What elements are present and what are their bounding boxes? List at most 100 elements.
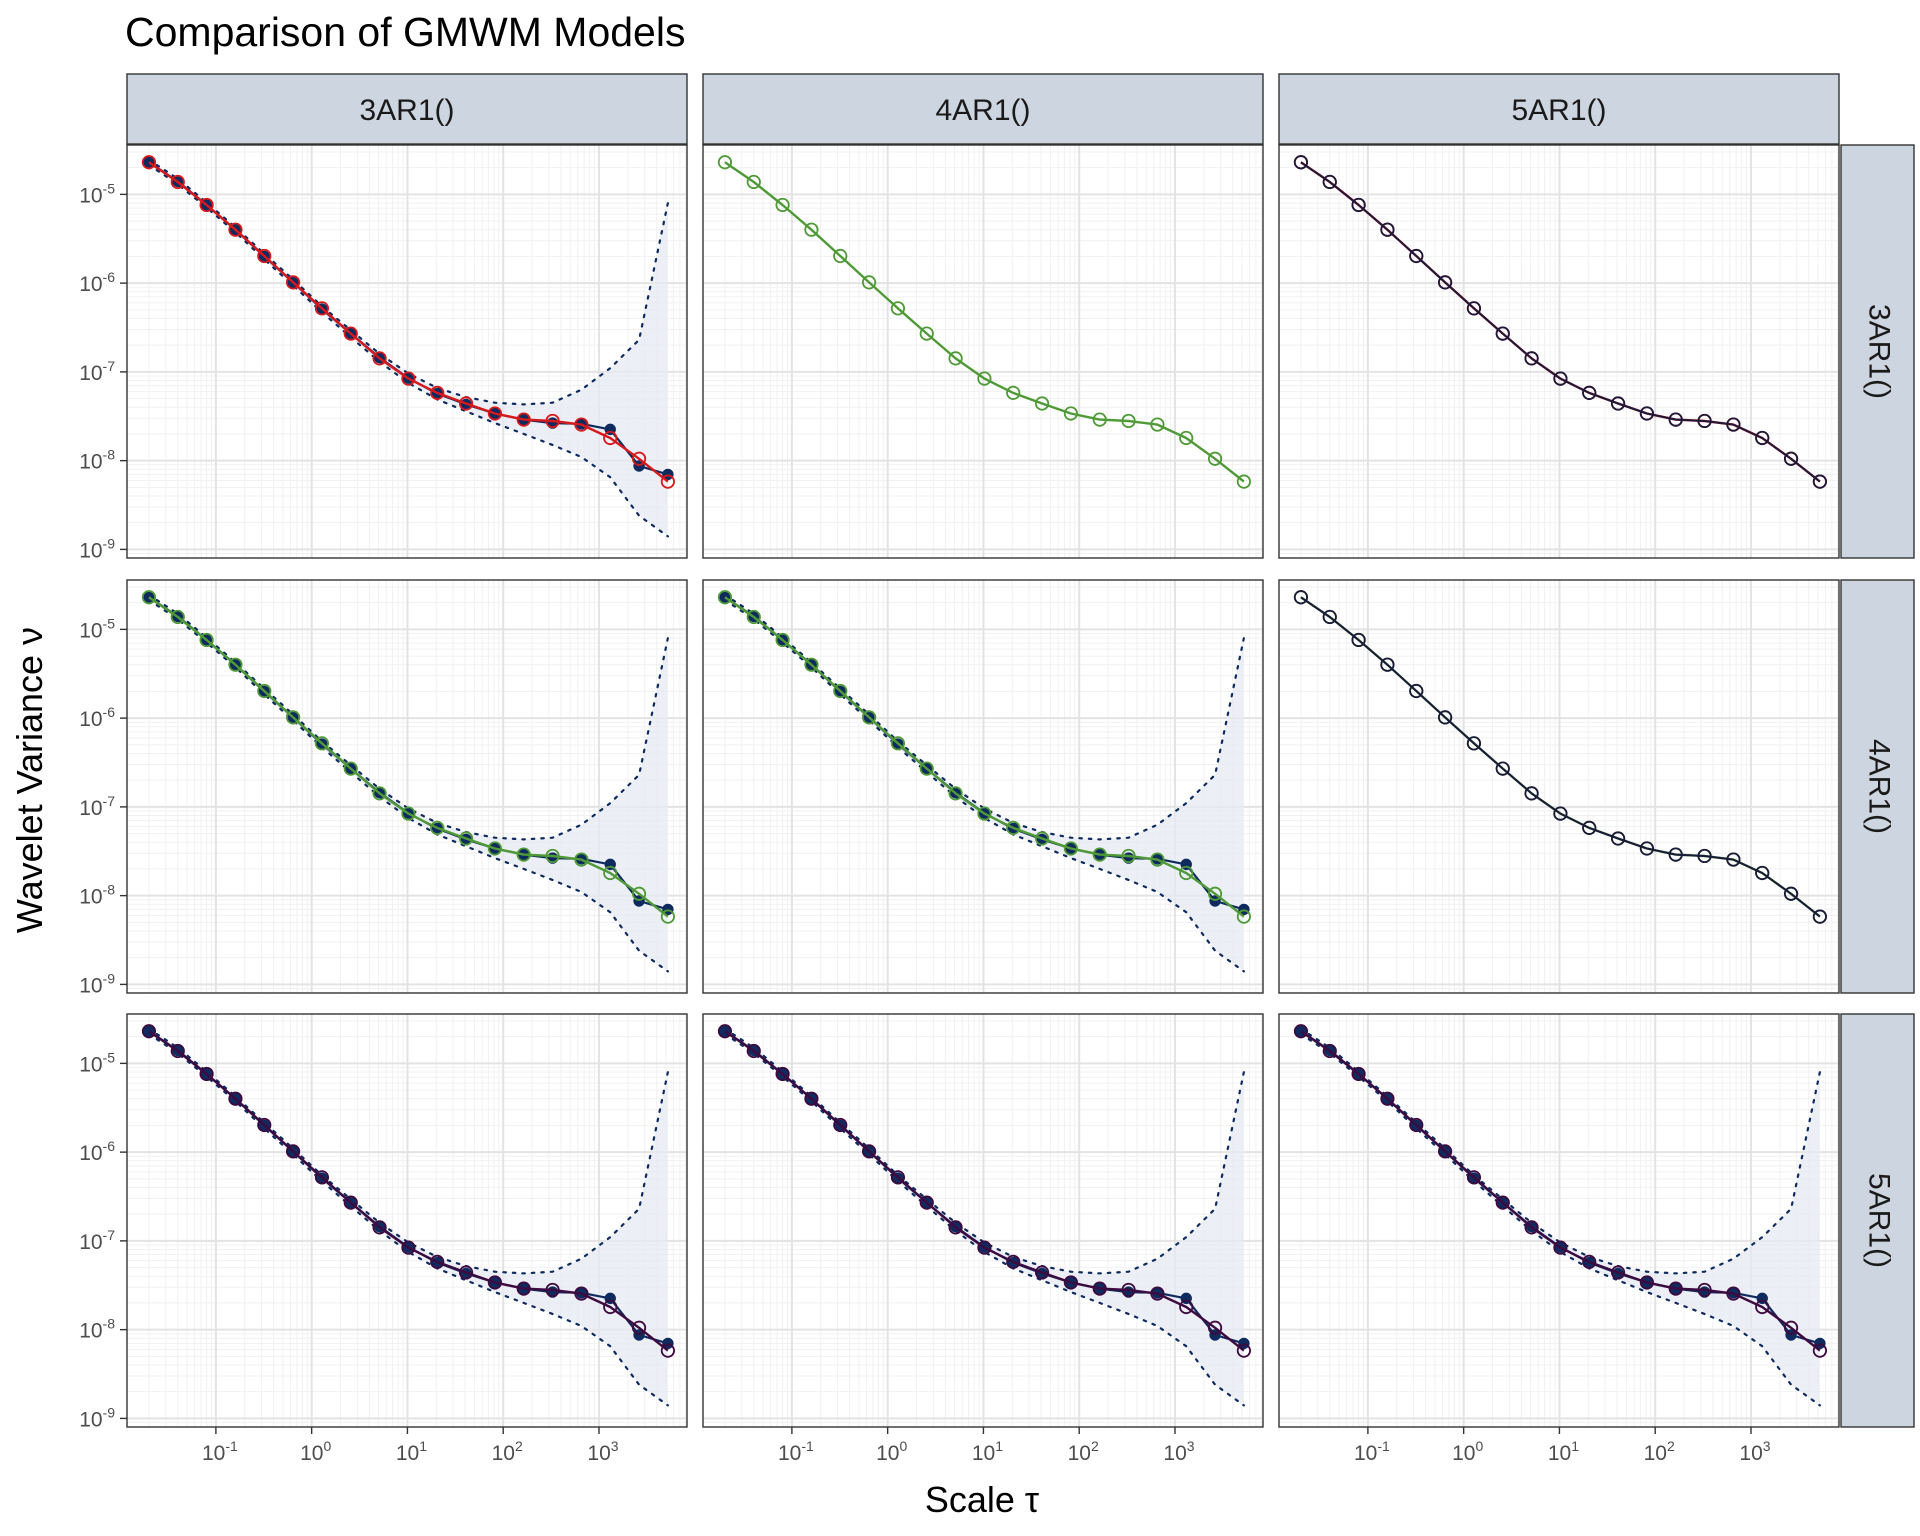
implied-wv-point bbox=[804, 1091, 819, 1106]
x-tick-label-exp: 3 bbox=[611, 1438, 619, 1454]
implied-wv-point bbox=[660, 909, 675, 924]
panel-border bbox=[702, 144, 1264, 559]
x-tick-label-base: 10 bbox=[1354, 1442, 1377, 1465]
implied-wv-point bbox=[1236, 1343, 1251, 1358]
implied-wv-point bbox=[199, 1066, 214, 1082]
y-tick-label-exp: -7 bbox=[103, 1227, 116, 1243]
x-tick-label: 102 bbox=[1644, 1438, 1675, 1465]
x-tick-label-base: 10 bbox=[1739, 1442, 1762, 1465]
implied-wv-point bbox=[257, 248, 272, 264]
implied-wv-b-point bbox=[1610, 396, 1626, 411]
implied-wv-b-point bbox=[1524, 786, 1539, 801]
implied-wv-point bbox=[228, 1091, 243, 1106]
x-tick-label-exp: -1 bbox=[225, 1438, 238, 1454]
implied-wv-point bbox=[1812, 1343, 1827, 1358]
implied-wv-point bbox=[314, 1170, 330, 1185]
implied-wv-point bbox=[516, 847, 531, 862]
implied-wv-b-line bbox=[1300, 596, 1821, 918]
implied-wv-b-point bbox=[1582, 385, 1597, 400]
implied-wv-b-point bbox=[1409, 248, 1424, 264]
y-tick-label-base: 10 bbox=[79, 974, 102, 997]
y-tick-label: 10-5 bbox=[79, 615, 115, 642]
y-tick-label-base: 10 bbox=[79, 1142, 102, 1165]
y-tick-label: 10-5 bbox=[79, 180, 115, 207]
implied-wv-point bbox=[746, 174, 761, 190]
implied-wv-point bbox=[170, 609, 185, 625]
implied-wv-point bbox=[574, 852, 589, 867]
x-tick-label-base: 10 bbox=[1163, 1442, 1186, 1465]
row-strip bbox=[1840, 1013, 1915, 1428]
implied-wv-line bbox=[724, 596, 1245, 918]
implied-wv-point bbox=[833, 248, 848, 264]
implied-wv-point bbox=[1524, 1220, 1539, 1235]
implied-wv-point bbox=[170, 1043, 185, 1059]
implied-wv-b-point bbox=[1524, 351, 1539, 366]
implied-wv-point bbox=[372, 1220, 387, 1235]
implied-wv-point bbox=[1034, 831, 1050, 846]
implied-wv-point bbox=[1150, 417, 1165, 432]
implied-wv-point bbox=[717, 1024, 733, 1039]
y-tick-label-base: 10 bbox=[79, 797, 102, 820]
implied-wv-b-point bbox=[1553, 371, 1568, 386]
implied-wv-point bbox=[1121, 413, 1136, 429]
implied-wv-b-point bbox=[1380, 222, 1395, 237]
implied-wv-b-point bbox=[1293, 155, 1309, 170]
implied-wv-point bbox=[1293, 1024, 1309, 1039]
implied-wv-point bbox=[631, 1320, 647, 1335]
implied-wv-b-point bbox=[1668, 412, 1683, 427]
implied-wv-point bbox=[919, 1195, 934, 1210]
x-tick-label-base: 10 bbox=[587, 1442, 610, 1465]
row-strip bbox=[1840, 144, 1915, 559]
panel-1-2 bbox=[702, 144, 1264, 559]
x-tick-label: 101 bbox=[972, 1438, 1003, 1465]
implied-wv-b-point bbox=[1812, 474, 1827, 489]
implied-wv-point bbox=[1409, 1117, 1424, 1133]
y-tick-label-base: 10 bbox=[79, 1408, 102, 1431]
implied-wv-b-point bbox=[1495, 326, 1510, 341]
x-tick-label-base: 10 bbox=[1644, 1442, 1667, 1465]
implied-wv-point bbox=[1207, 451, 1223, 466]
column-strip bbox=[126, 73, 688, 145]
implied-wv-point bbox=[861, 1144, 877, 1159]
implied-wv-point bbox=[1726, 1286, 1741, 1301]
implied-wv-point bbox=[1179, 865, 1194, 881]
panel-plot-area bbox=[703, 145, 1263, 558]
y-tick-label: 10-6 bbox=[79, 704, 115, 731]
y-tick-label-base: 10 bbox=[79, 362, 102, 385]
implied-wv-point bbox=[516, 1281, 531, 1296]
implied-wv-b-point bbox=[1437, 275, 1453, 290]
panel-plot-area bbox=[703, 1014, 1263, 1427]
implied-wv-point bbox=[603, 865, 618, 881]
implied-wv-point bbox=[1121, 1282, 1136, 1298]
x-axis-title: Scale τ bbox=[925, 1479, 1039, 1520]
implied-wv-line bbox=[148, 1030, 669, 1352]
y-tick-label-exp: -8 bbox=[103, 1316, 116, 1332]
implied-wv-b-point bbox=[1466, 736, 1482, 751]
implied-wv-b-point bbox=[1783, 886, 1799, 901]
implied-wv-point bbox=[401, 806, 416, 821]
implied-wv-point bbox=[1207, 1320, 1223, 1335]
implied-wv-point bbox=[1639, 1275, 1655, 1290]
x-tick-label-base: 10 bbox=[492, 1442, 515, 1465]
implied-wv-point bbox=[1668, 1281, 1683, 1296]
implied-wv-point bbox=[545, 1282, 560, 1298]
implied-wv-point bbox=[257, 1117, 272, 1133]
x-tick-label-base: 10 bbox=[778, 1442, 801, 1465]
implied-wv-point bbox=[1121, 848, 1136, 864]
y-tick-label-base: 10 bbox=[79, 1053, 102, 1076]
y-tick-label-base: 10 bbox=[79, 184, 102, 207]
implied-wv-b-line bbox=[1300, 161, 1821, 483]
implied-wv-point bbox=[1466, 1170, 1482, 1185]
x-tick-label: 102 bbox=[492, 1438, 523, 1465]
y-tick-label-exp: -8 bbox=[103, 447, 116, 463]
panel-plot-area bbox=[1279, 1014, 1839, 1427]
implied-wv-point bbox=[430, 820, 445, 835]
y-tick-label-base: 10 bbox=[79, 1320, 102, 1343]
x-tick-label-base: 10 bbox=[396, 1442, 419, 1465]
implied-wv-point bbox=[746, 609, 761, 625]
y-tick-label: 10-8 bbox=[79, 882, 115, 909]
implied-wv-point bbox=[1063, 1275, 1079, 1290]
implied-wv-point bbox=[1380, 1091, 1395, 1106]
column-strip-label: 5AR1() bbox=[1511, 94, 1606, 127]
